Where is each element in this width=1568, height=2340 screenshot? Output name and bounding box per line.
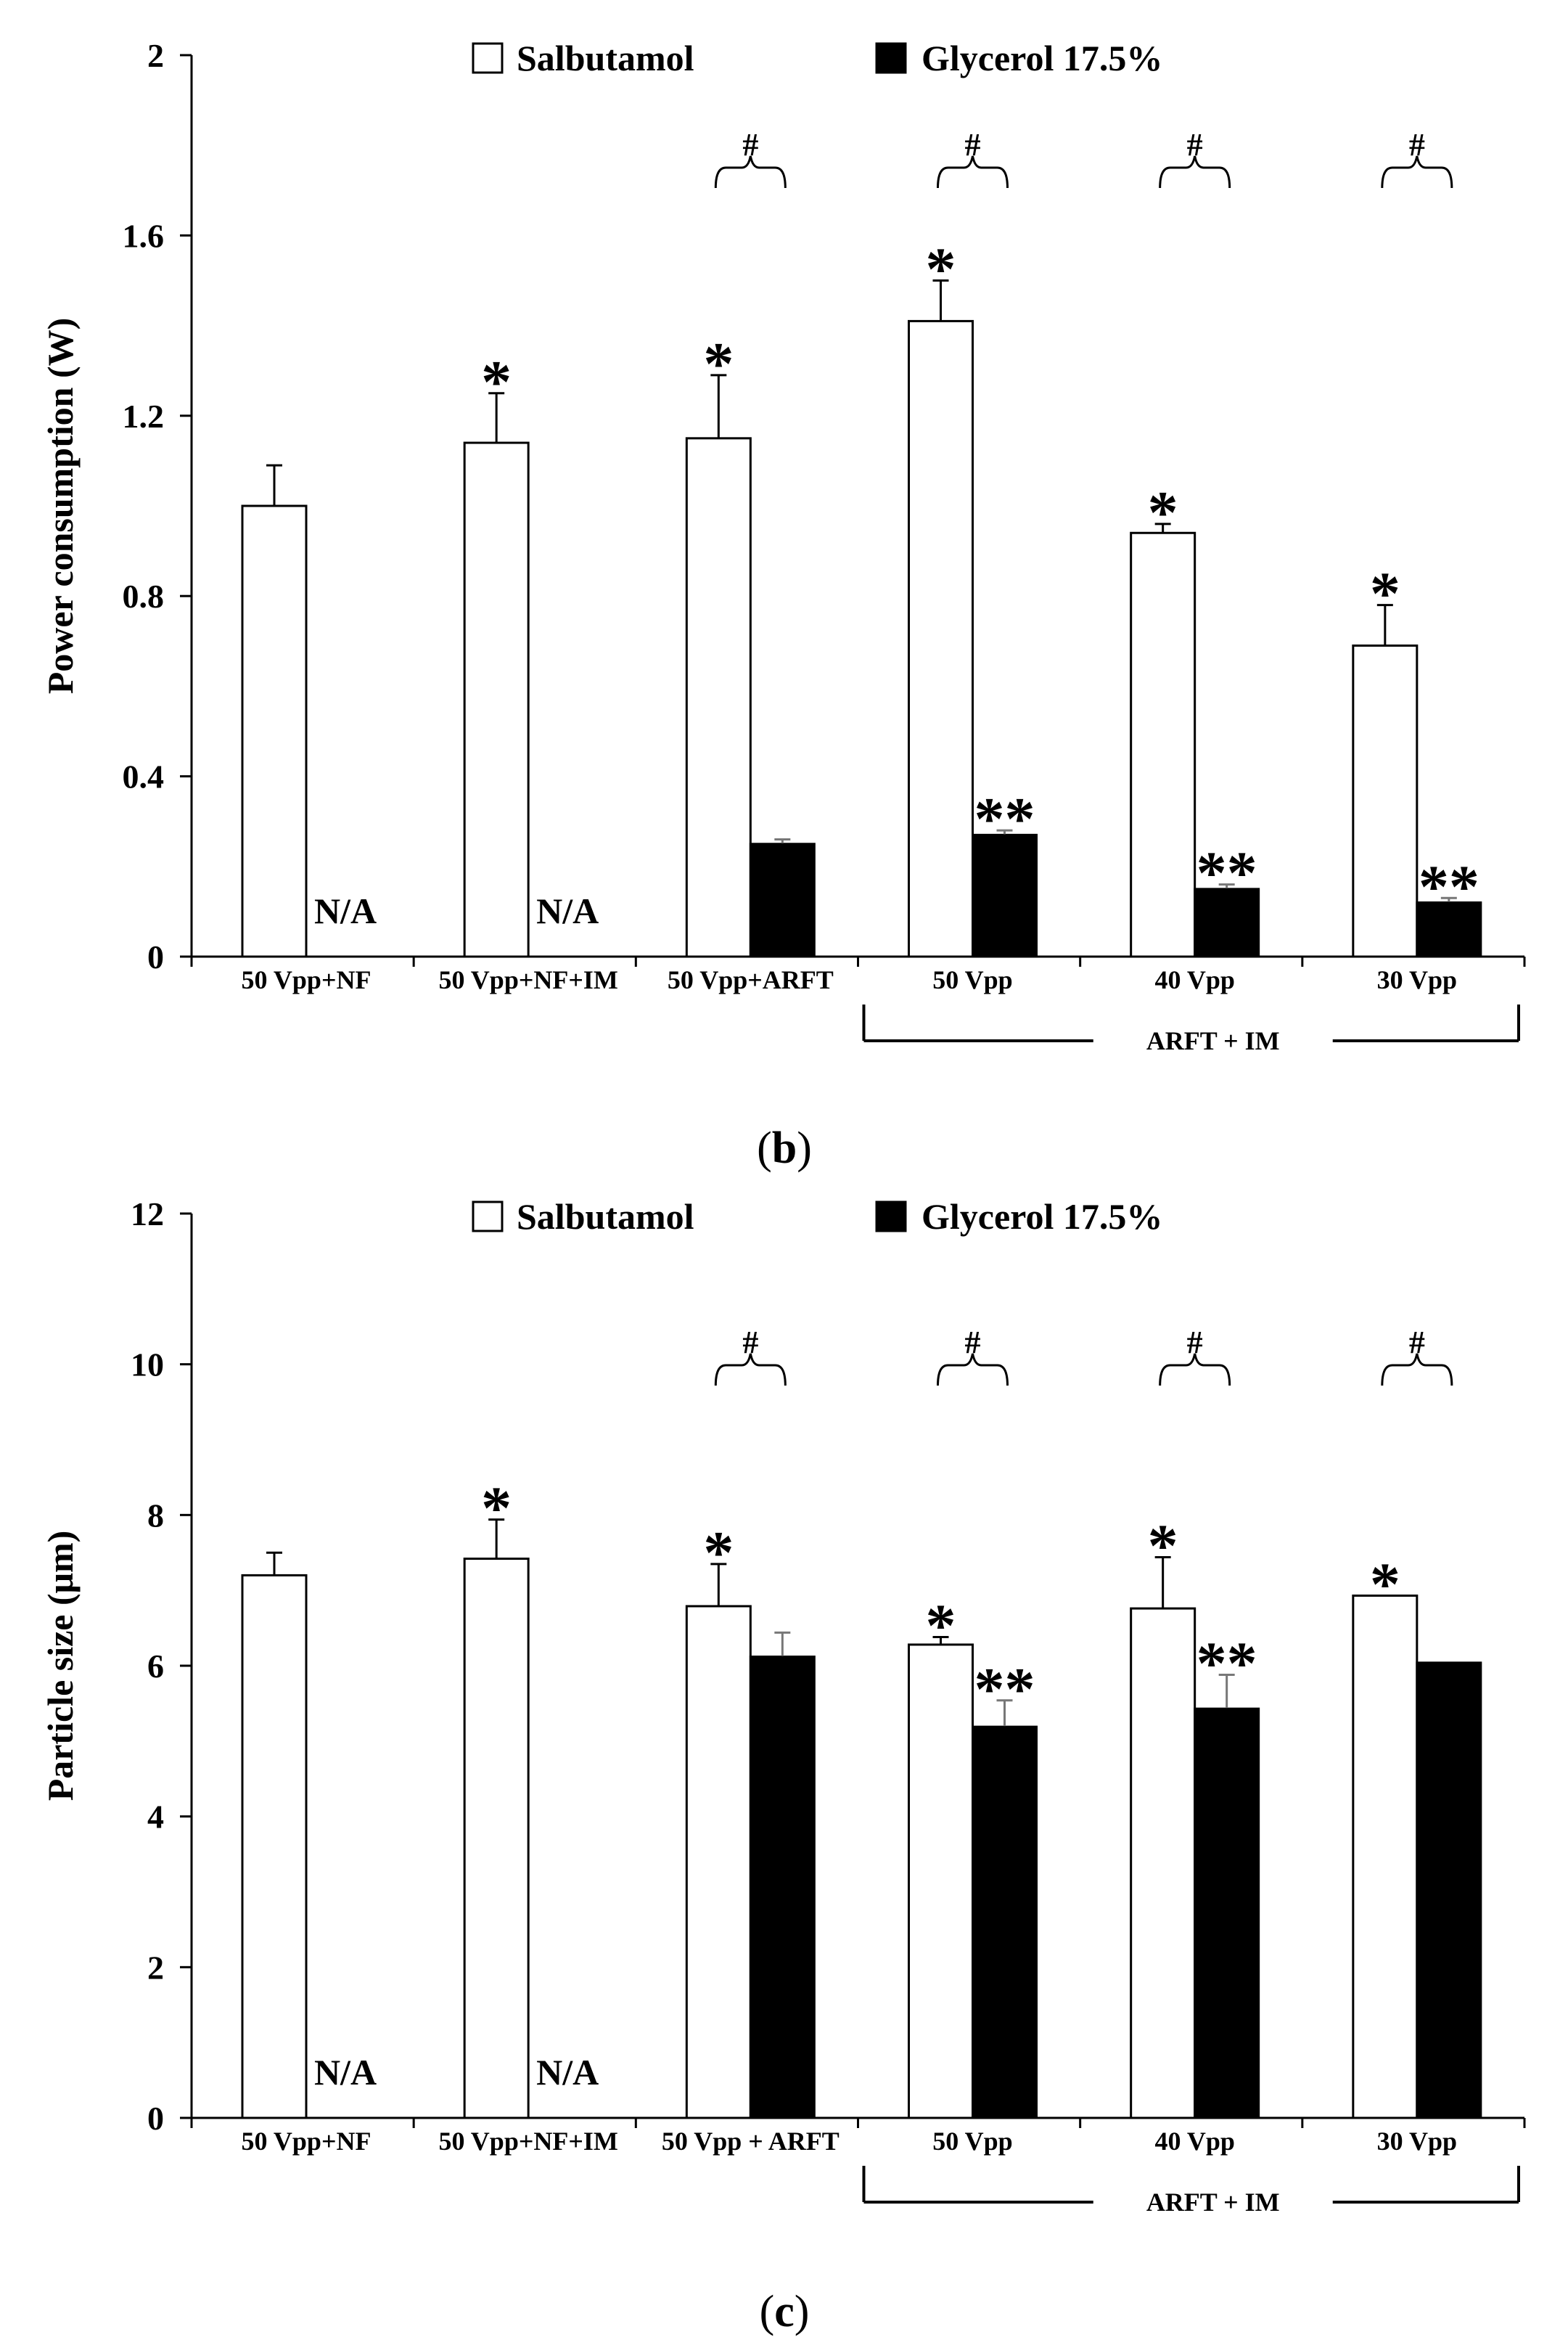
x-category-label: 30 Vpp [1377,2127,1457,2156]
significance-star-salbutamol: * [481,348,512,416]
significance-star-salbutamol: * [926,236,956,303]
significance-star-salbutamol: * [926,1592,956,1660]
x-category-label: 50 Vpp+ARFT [668,965,834,994]
x-category-label: 40 Vpp [1154,2127,1234,2156]
y-tick-label: 0.8 [123,578,165,615]
y-tick-label: 1.2 [123,398,165,435]
group-label: ARFT + IM [1146,2188,1280,2217]
legend-swatch-glycerol [875,42,907,74]
bar-salbutamol [241,1574,308,2119]
significance-star-glycerol: ** [1196,1629,1257,1697]
y-tick-label: 2 [147,37,164,74]
bar-glycerol [972,833,1038,958]
na-label: N/A [536,891,599,931]
y-tick-label: 0 [147,938,164,975]
y-axis-label: Particle size (μm) [40,1531,81,1801]
legend-swatch-salbutamol [472,42,504,74]
bar-salbutamol [685,1605,752,2119]
bar-salbutamol [463,1558,530,2119]
group-label: ARFT + IM [1146,1026,1280,1055]
legend-swatch-salbutamol [472,1200,504,1232]
significance-star-glycerol: ** [1196,840,1257,907]
x-category-label: 50 Vpp [932,2127,1012,2156]
significance-star-salbutamol: * [1148,1512,1178,1579]
y-tick-label: 0.4 [123,758,165,795]
significance-star-glycerol: ** [1419,853,1479,920]
hash-marker: # [742,127,758,163]
legend-swatch-glycerol [875,1200,907,1232]
comparison-brace [1159,155,1231,189]
x-category-label: 50 Vpp [932,965,1012,994]
bar-salbutamol [685,437,752,958]
legend-label-salbutamol: Salbutamol [517,1196,694,1237]
comparison-brace [1381,155,1453,189]
bar-glycerol [1194,888,1260,958]
comparison-brace [937,155,1009,189]
bar-glycerol [1194,1707,1260,2119]
bar-glycerol [1416,1661,1482,2119]
hash-marker: # [1409,127,1425,163]
bar-salbutamol [241,504,308,958]
hash-marker: # [742,1325,758,1360]
na-label: N/A [314,891,377,931]
bar-glycerol [1416,901,1482,958]
y-tick-label: 8 [147,1497,164,1534]
significance-star-salbutamol: * [1148,479,1178,547]
hash-marker: # [1409,1325,1425,1360]
x-category-label: 40 Vpp [1154,965,1234,994]
significance-star-salbutamol: * [1370,560,1400,628]
y-tick-label: 1.6 [123,217,165,254]
hash-marker: # [965,127,981,163]
y-tick-label: 10 [131,1346,164,1383]
bar-salbutamol [1352,645,1419,958]
significance-star-salbutamol: * [703,330,734,398]
hash-marker: # [1187,127,1203,163]
na-label: N/A [536,2052,599,2092]
significance-star-salbutamol: * [703,1519,734,1587]
bar-salbutamol [1130,531,1196,958]
x-category-label: 50 Vpp+NF [242,2127,372,2156]
y-tick-label: 0 [147,2100,164,2137]
legend-label-salbutamol: Salbutamol [517,38,694,78]
significance-star-glycerol: ** [974,1656,1035,1723]
x-category-label: 50 Vpp+NF+IM [438,965,617,994]
panel-label-b: (b) [757,1124,812,1173]
bar-salbutamol [908,1643,974,2119]
comparison-brace [1159,1353,1231,1386]
comparison-brace [714,1353,787,1386]
x-category-label: 50 Vpp+NF [242,965,372,994]
y-tick-label: 2 [147,1949,164,1986]
chart-particle-size: 0 2 4 6 8 10 12 Particle size (μm) Salbutamol Gly… [40,1195,1526,2217]
bar-glycerol [749,1656,816,2119]
hash-marker: # [965,1325,981,1360]
bar-salbutamol [1130,1607,1196,2119]
comparison-brace [937,1353,1009,1386]
legend-label-glycerol: Glycerol 17.5% [921,1196,1162,1237]
significance-star-salbutamol: * [481,1475,512,1542]
significance-star-salbutamol: * [1370,1550,1400,1618]
bar-salbutamol [463,441,530,958]
x-category-label: 50 Vpp+NF+IM [438,2127,617,2156]
legend-label-glycerol: Glycerol 17.5% [921,38,1162,78]
comparison-brace [714,155,787,189]
y-tick-label: 12 [131,1195,164,1232]
comparison-brace [1381,1353,1453,1386]
na-label: N/A [314,2052,377,2092]
bar-glycerol [749,843,816,958]
bar-salbutamol [1352,1594,1419,2119]
significance-star-glycerol: ** [974,785,1035,853]
chart-power-consumption: 0 0.4 0.8 1.2 1.6 2 Power consumption (W) Salbu… [40,37,1526,1055]
x-category-label: 50 Vpp + ARFT [662,2127,840,2156]
y-tick-label: 4 [147,1799,164,1836]
x-category-label: 30 Vpp [1377,965,1457,994]
bar-salbutamol [908,319,974,958]
bar-glycerol [972,1725,1038,2119]
hash-marker: # [1187,1325,1203,1360]
y-axis-label: Power consumption (W) [40,318,81,695]
y-tick-label: 6 [147,1648,164,1685]
panel-label-c: (c) [760,2287,810,2336]
